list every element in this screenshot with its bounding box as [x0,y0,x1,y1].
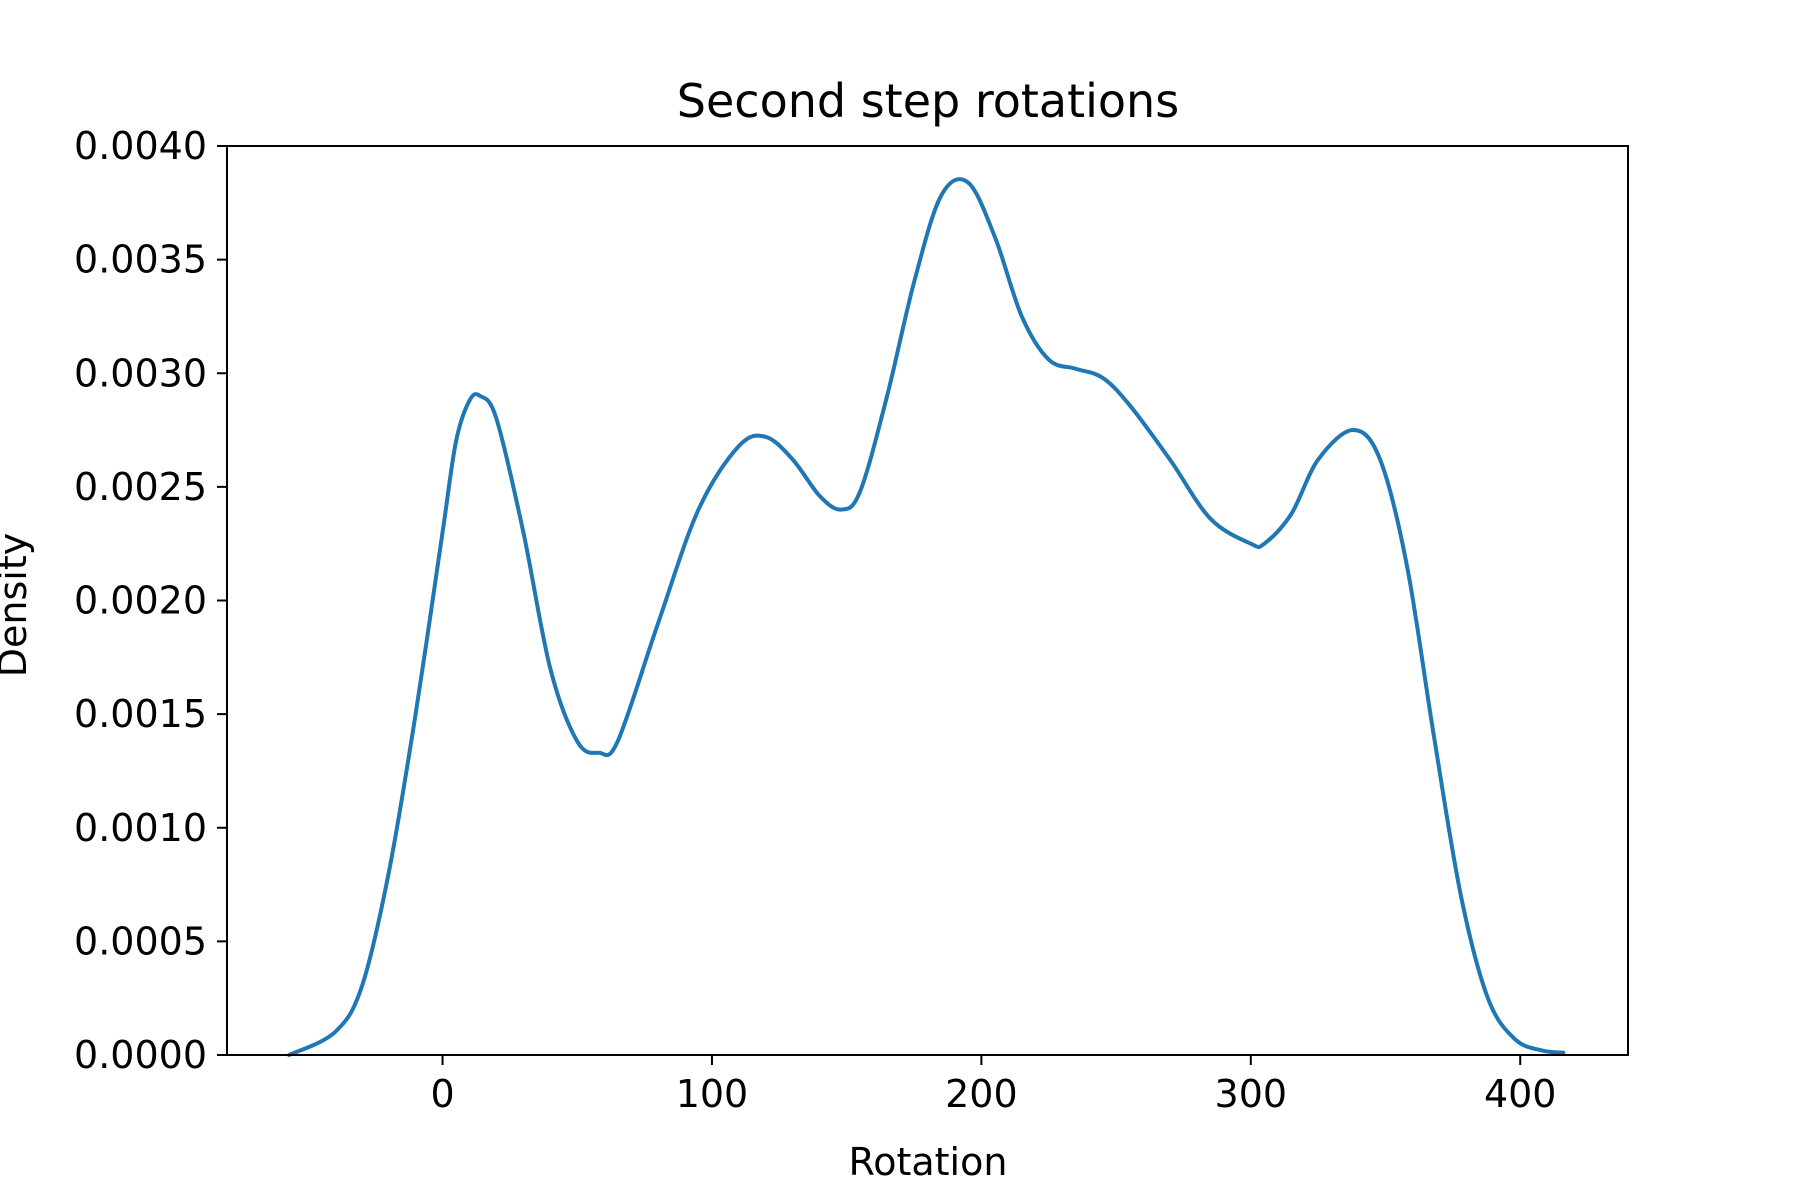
density-line-0 [286,177,1566,1057]
y-axis-title: Density [0,533,35,677]
x-tick-label-400: 400 [1484,1072,1557,1116]
chart-title: Second step rotations [677,74,1179,128]
y-tick-label-0: 0.0000 [74,1033,207,1077]
y-tick-label-8: 0.0040 [74,124,207,168]
y-tick-label-5: 0.0025 [74,465,207,509]
plot-frame [226,145,1629,1056]
y-tick-label-3: 0.0015 [74,692,207,736]
x-tick-label-0: 0 [430,1072,454,1116]
x-tick-label-200: 200 [945,1072,1018,1116]
y-tick-label-2: 0.0010 [74,806,207,850]
y-tick-label-7: 0.0035 [74,238,207,282]
x-tick-label-300: 300 [1215,1072,1288,1116]
y-tick-label-6: 0.0030 [74,351,207,395]
x-tick-label-100: 100 [676,1072,749,1116]
y-tick-label-1: 0.0005 [74,919,207,963]
plot-area: 0 100 200 300 400 0.0000 0.0005 0.0010 0.0015 0.0… [74,124,1629,1116]
x-axis-title: Rotation [849,1140,1008,1184]
y-tick-label-4: 0.0020 [74,579,207,623]
